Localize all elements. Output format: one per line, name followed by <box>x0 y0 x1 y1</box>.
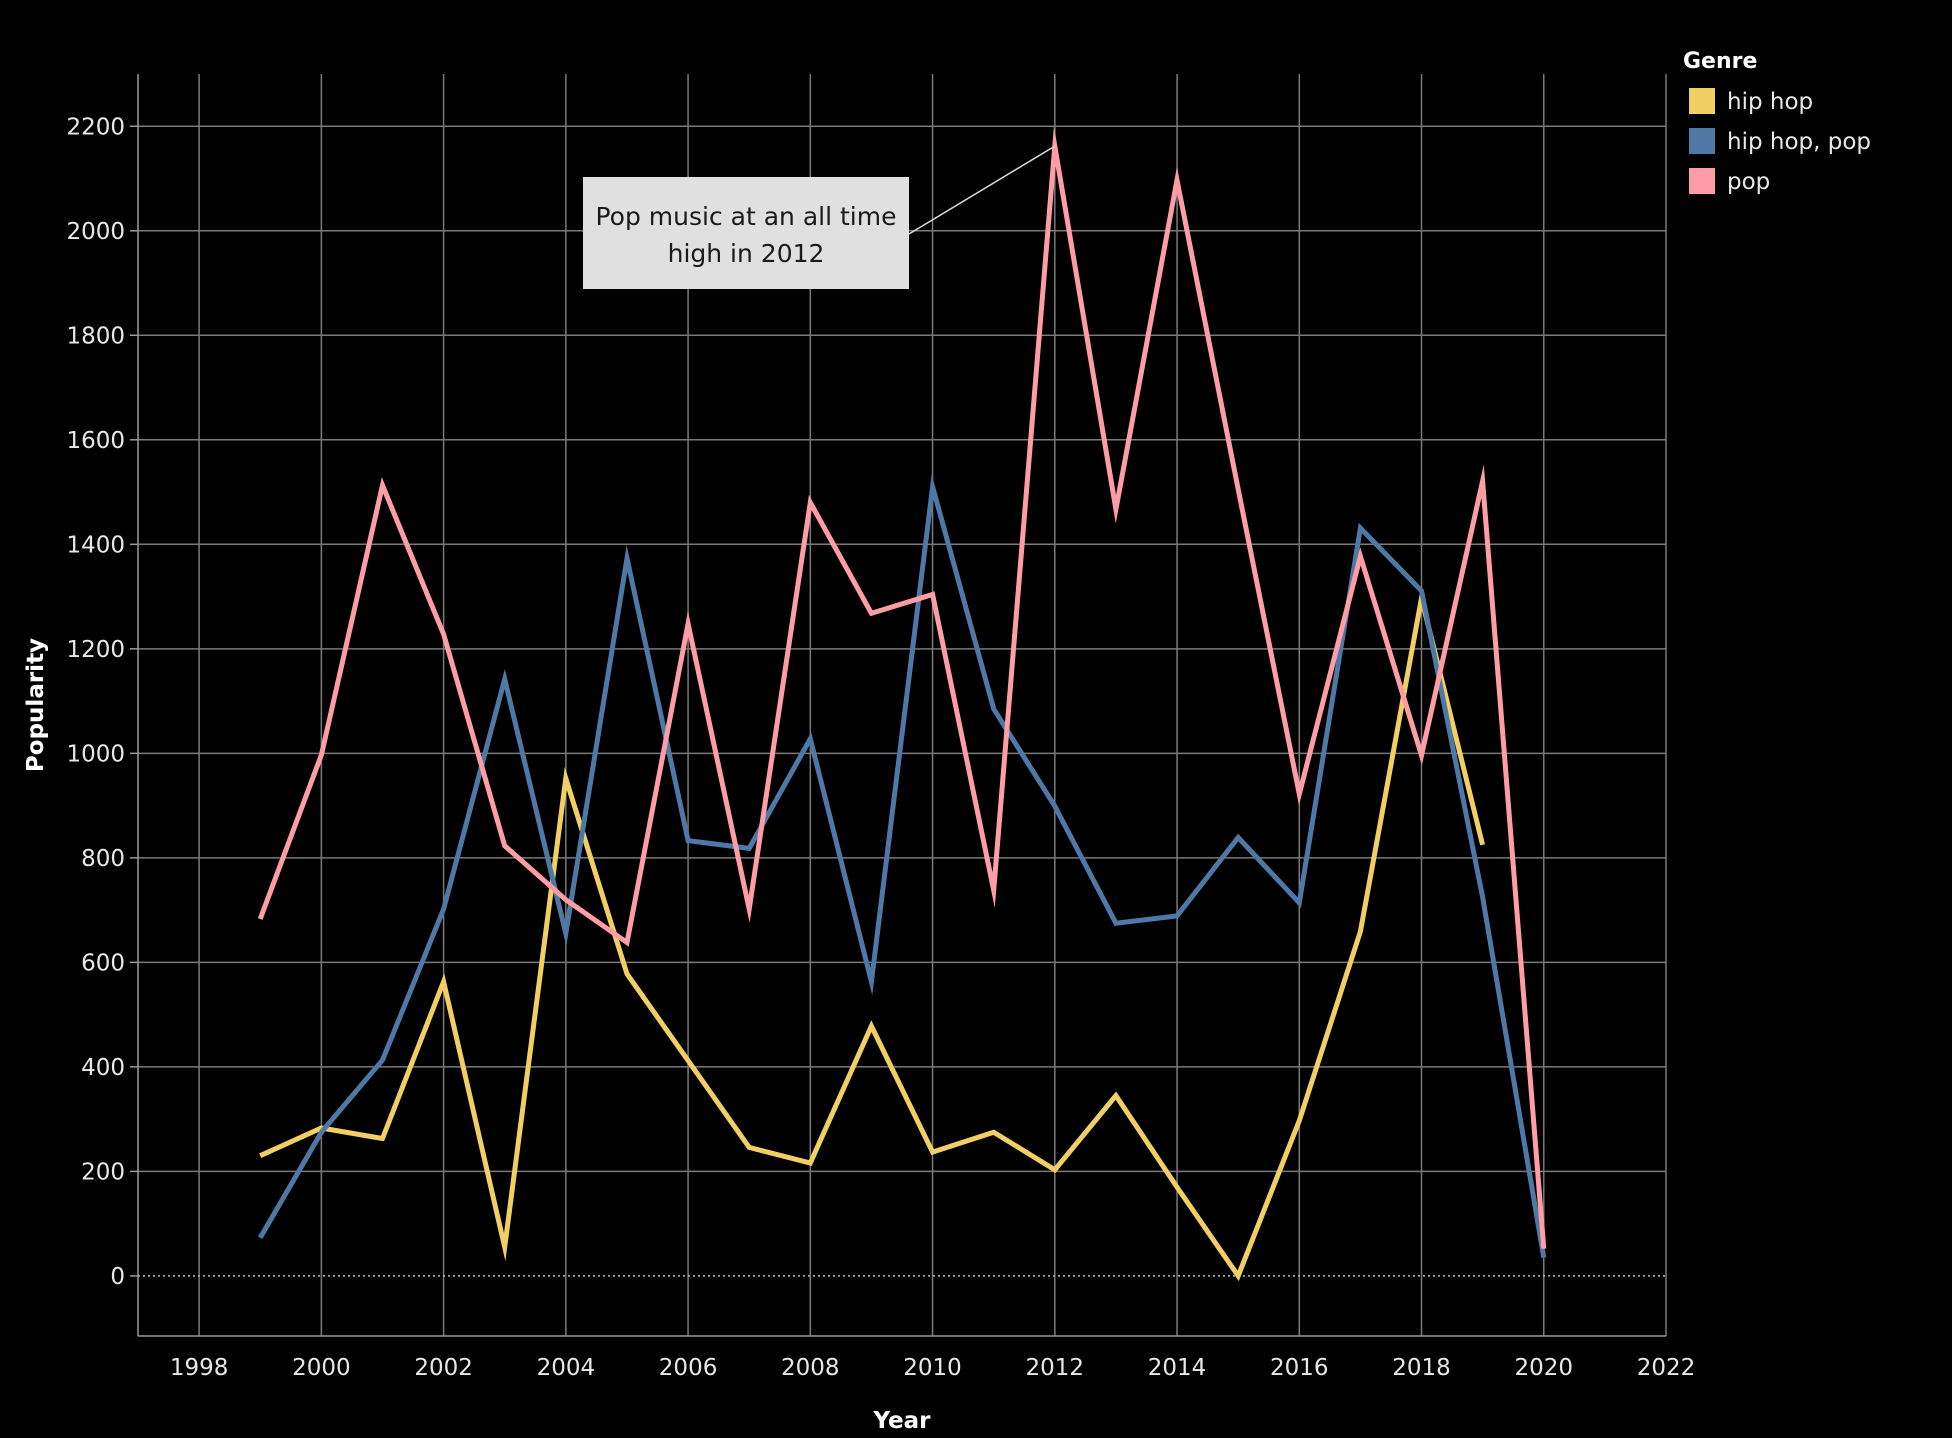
legend-label: pop <box>1727 169 1770 195</box>
x-tick-label: 1998 <box>170 1355 229 1381</box>
legend-items: hip hop hip hop, pop pop <box>1689 88 1871 195</box>
x-tick-label: 2008 <box>781 1355 840 1381</box>
annotation-box <box>583 177 909 289</box>
y-tick-label: 2000 <box>66 219 125 245</box>
x-axis-title: Year <box>872 1408 931 1434</box>
x-tick-label: 2014 <box>1148 1355 1207 1381</box>
x-tick-labels: 1998 2000 2002 2004 2006 2008 2010 2012 2014 2016… <box>170 1355 1695 1381</box>
y-tick-label: 0 <box>110 1264 125 1290</box>
legend-label: hip hop <box>1727 89 1813 115</box>
y-axis-title: Popularity <box>23 638 49 772</box>
x-tick-label: 2004 <box>537 1355 596 1381</box>
x-tick-label: 2020 <box>1514 1355 1573 1381</box>
series-lines <box>257 125 1547 1282</box>
y-tick-label: 1800 <box>66 323 125 349</box>
annotation-callout: Pop music at an all time high in 2012 <box>583 145 1056 289</box>
annotation-text-line-2: high in 2012 <box>668 239 825 268</box>
legend-swatch <box>1689 168 1715 194</box>
y-tick-label: 800 <box>81 846 125 872</box>
x-tick-label: 2006 <box>659 1355 718 1381</box>
series-line-pop <box>257 125 1547 1249</box>
y-tick-label: 1600 <box>66 428 125 454</box>
x-tick-label: 2002 <box>414 1355 473 1381</box>
legend-title: Genre <box>1683 49 1757 74</box>
y-tick-label: 400 <box>81 1055 125 1081</box>
y-tick-label: 1200 <box>66 637 125 663</box>
annotation-text-line-1: Pop music at an all time <box>596 202 897 231</box>
x-tick-label: 2000 <box>292 1355 351 1381</box>
axes <box>130 74 1666 1337</box>
y-tick-label: 600 <box>81 950 125 976</box>
annotation-leader-line <box>908 145 1056 235</box>
legend-swatch <box>1689 128 1715 154</box>
y-tick-label: 1000 <box>66 741 125 767</box>
y-tick-labels: 0 200 400 600 800 1000 1200 1400 1600 1800 2000 220… <box>66 114 125 1290</box>
x-tick-label: 2012 <box>1026 1355 1085 1381</box>
x-tick-label: 2022 <box>1637 1355 1696 1381</box>
x-tick-label: 2016 <box>1270 1355 1329 1381</box>
y-tick-label: 2200 <box>66 114 125 140</box>
series-line-hip-hop <box>259 586 1486 1282</box>
series-line-hip-hop-pop <box>258 473 1547 1259</box>
legend-label: hip hop, pop <box>1727 129 1871 155</box>
x-tick-label: 2010 <box>903 1355 962 1381</box>
x-tick-label: 2018 <box>1392 1355 1451 1381</box>
y-tick-label: 1400 <box>66 532 125 558</box>
y-tick-label: 200 <box>81 1159 125 1185</box>
legend: Genre hip hop hip hop, pop pop <box>1683 49 1871 195</box>
legend-swatch <box>1689 88 1715 114</box>
